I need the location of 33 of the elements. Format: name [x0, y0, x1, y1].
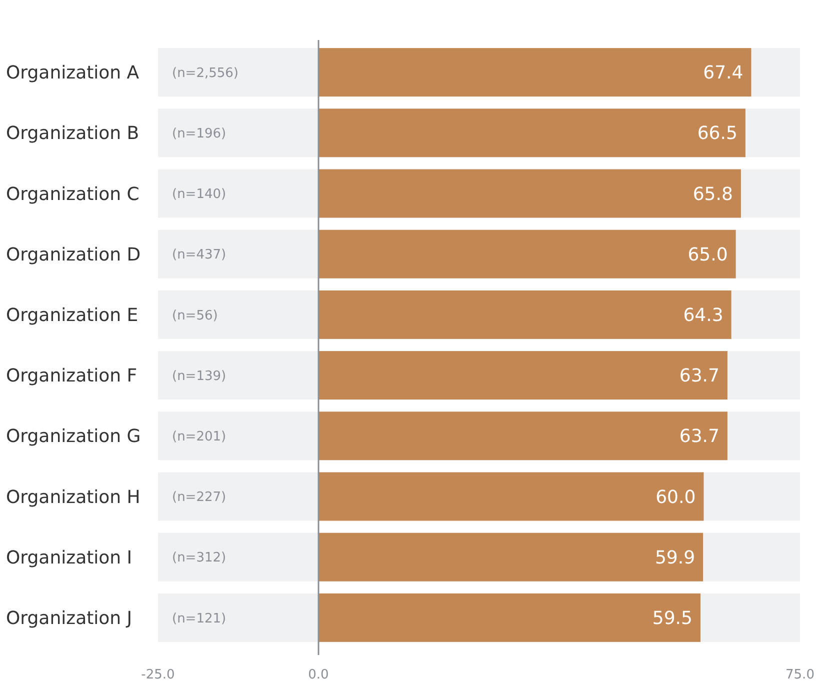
data-label: 63.7	[679, 426, 720, 448]
x-tick-label: 0.0	[308, 668, 329, 683]
annotation: (n=121)	[172, 611, 226, 626]
annotation: (n=312)	[172, 550, 226, 566]
y-tick-label: Organization I	[6, 547, 132, 568]
data-label: 64.3	[683, 305, 724, 326]
x-tick-label: 75.0	[786, 668, 814, 683]
data-label: 60.0	[656, 486, 696, 508]
annotation: (n=56)	[172, 308, 218, 324]
y-tick-label: Organization B	[6, 123, 140, 144]
data-label: 63.7	[679, 366, 720, 387]
annotation: (n=201)	[172, 429, 226, 444]
annotation: (n=2,556)	[172, 66, 238, 81]
data-label: 66.5	[697, 123, 738, 144]
annotation: (n=227)	[172, 490, 226, 506]
y-tick-label: Organization D	[6, 244, 141, 266]
y-tick-label: Organization J	[6, 608, 132, 629]
annotation: (n=140)	[172, 187, 226, 202]
data-label: 59.5	[652, 608, 692, 629]
y-tick-label: Organization G	[6, 426, 141, 448]
y-tick-label: Organization A	[6, 62, 140, 84]
annotation: (n=139)	[172, 368, 226, 384]
annotation: (n=437)	[172, 248, 226, 263]
annotation: (n=196)	[172, 126, 226, 142]
x-tick-label: -25.0	[141, 668, 175, 683]
y-tick-label: Organization E	[6, 305, 138, 326]
data-label: 59.9	[654, 547, 696, 568]
y-tick-label: Organization C	[6, 184, 140, 205]
data-label: 65.8	[692, 184, 733, 205]
y-tick-label: Organization H	[6, 486, 140, 508]
data-label: 65.0	[688, 244, 728, 266]
y-tick-label: Organization F	[6, 366, 138, 387]
data-label: 67.4	[703, 62, 744, 84]
